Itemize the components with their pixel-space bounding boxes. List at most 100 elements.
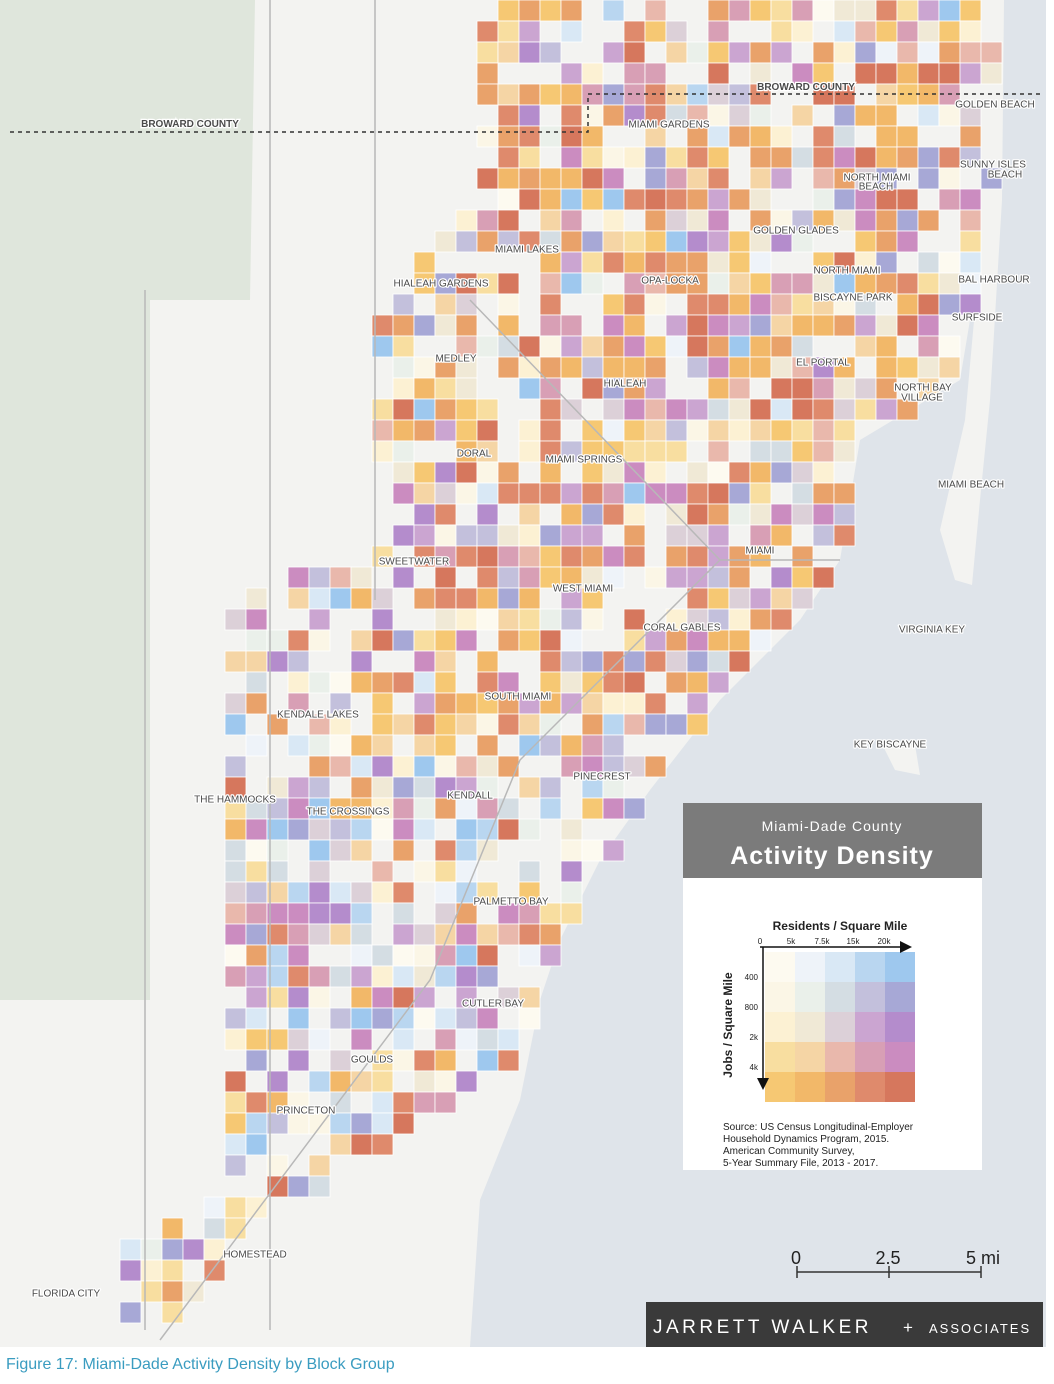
everglades: [0, 0, 255, 1000]
block-group: [560, 860, 583, 883]
block-group: [602, 41, 625, 64]
block-group: [560, 62, 583, 85]
block-group: [308, 923, 331, 946]
block-group: [854, 104, 877, 127]
block-group: [245, 671, 268, 694]
key-biscayne: [880, 740, 920, 775]
block-group: [602, 692, 625, 715]
block-group: [749, 587, 772, 610]
place-label: MIAMI GARDENS: [628, 120, 709, 131]
block-group: [413, 671, 436, 694]
block-group: [434, 755, 457, 778]
block-group: [581, 272, 604, 295]
block-group: [560, 146, 583, 169]
block-group: [623, 146, 646, 169]
block-group: [476, 41, 499, 64]
block-group: [371, 1091, 394, 1114]
block-group: [770, 20, 793, 43]
logo-box: [646, 1302, 1043, 1347]
legend-cell: [885, 1012, 915, 1042]
block-group: [476, 566, 499, 589]
block-group: [518, 1007, 541, 1030]
place-label: SOUTH MIAMI: [485, 692, 552, 703]
block-group: [812, 461, 835, 484]
block-group: [812, 314, 835, 337]
block-group: [476, 881, 499, 904]
block-group: [728, 314, 751, 337]
block-group: [770, 566, 793, 589]
legend-x-tick: 0: [758, 937, 763, 946]
block-group: [413, 482, 436, 505]
block-group: [644, 230, 667, 253]
block-group: [455, 524, 478, 547]
place-label: GOULDS: [351, 1055, 394, 1066]
block-group: [602, 482, 625, 505]
block-group: [119, 1259, 142, 1282]
block-group: [476, 461, 499, 484]
block-group: [245, 1196, 268, 1219]
block-group: [371, 881, 394, 904]
block-group: [539, 377, 562, 400]
block-group: [224, 944, 247, 967]
block-group: [434, 671, 457, 694]
block-group: [623, 293, 646, 316]
block-group: [392, 1049, 415, 1072]
legend-cell: [885, 982, 915, 1012]
block-group: [476, 62, 499, 85]
block-group: [665, 419, 688, 442]
block-group: [581, 146, 604, 169]
block-group: [917, 356, 940, 379]
block-group: [245, 881, 268, 904]
block-group: [392, 440, 415, 463]
block-group: [770, 377, 793, 400]
block-group: [245, 944, 268, 967]
block-group: [959, 209, 982, 232]
block-group: [392, 335, 415, 358]
block-group: [539, 0, 562, 22]
block-group: [707, 209, 730, 232]
legend-y-label: Jobs / Square Mile: [721, 972, 735, 1078]
block-group: [917, 377, 940, 400]
block-group: [518, 566, 541, 589]
block-group: [350, 923, 373, 946]
block-group: [707, 0, 730, 22]
block-group: [539, 797, 562, 820]
block-group: [329, 818, 352, 841]
block-group: [308, 587, 331, 610]
block-group: [392, 776, 415, 799]
block-group: [350, 587, 373, 610]
block-group: [287, 1049, 310, 1072]
block-group: [959, 125, 982, 148]
block-group: [791, 419, 814, 442]
block-group: [602, 335, 625, 358]
block-group: [497, 713, 520, 736]
block-group: [749, 629, 772, 652]
block-group: [350, 1112, 373, 1135]
block-group: [224, 1112, 247, 1135]
block-group: [686, 356, 709, 379]
block-group: [497, 461, 520, 484]
block-group: [413, 398, 436, 421]
block-group: [938, 272, 961, 295]
block-group: [455, 629, 478, 652]
block-group: [917, 251, 940, 274]
block-group: [686, 503, 709, 526]
block-group: [287, 944, 310, 967]
block-group: [392, 629, 415, 652]
block-group: [560, 398, 583, 421]
block-group: [287, 650, 310, 673]
block-group: [581, 377, 604, 400]
block-group: [602, 356, 625, 379]
block-group: [602, 419, 625, 442]
block-group: [602, 251, 625, 274]
legend-title: Activity Density: [730, 842, 934, 870]
block-group: [602, 545, 625, 568]
block-group: [308, 1028, 331, 1051]
block-group: [791, 440, 814, 463]
block-group: [287, 965, 310, 988]
block-group: [455, 209, 478, 232]
block-group: [476, 419, 499, 442]
block-group: [875, 125, 898, 148]
block-group: [959, 146, 982, 169]
place-label: SWEETWATER: [379, 557, 450, 568]
